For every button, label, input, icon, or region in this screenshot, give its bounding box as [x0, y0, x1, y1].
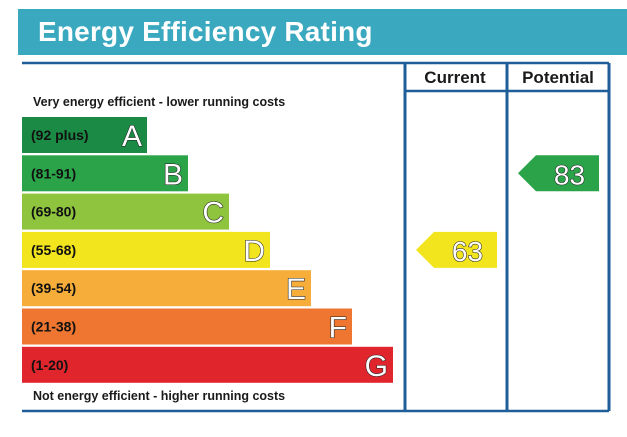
band-a: (92 plus) A: [22, 117, 147, 154]
band-bar: [22, 346, 393, 383]
band-range-label: (1-20): [31, 357, 68, 373]
band-bar: [22, 155, 188, 192]
chart-title: Energy Efficiency Rating: [38, 16, 373, 47]
band-bar: [22, 231, 270, 268]
top-caption: Very energy efficient - lower running co…: [33, 95, 285, 109]
band-bar: [22, 308, 352, 345]
band-letter: F: [329, 312, 347, 345]
band-letter: D: [243, 235, 265, 268]
band-letter: A: [122, 120, 142, 153]
band-letter: B: [163, 158, 183, 191]
potential-rating-value: 83: [554, 159, 585, 190]
band-f: (21-38) F: [22, 308, 352, 345]
band-range-label: (92 plus): [31, 127, 89, 143]
potential-rating: 83: [518, 155, 599, 192]
title-bar: Energy Efficiency Rating: [18, 9, 627, 55]
band-e: (39-54) E: [22, 270, 311, 307]
potential-rating-arrow: [518, 155, 599, 192]
rating-markers: 63 83: [416, 155, 599, 268]
column-header-potential: Potential: [522, 68, 594, 87]
band-range-label: (39-54): [31, 280, 76, 296]
band-range-label: (55-68): [31, 242, 76, 258]
chart-frame: [22, 61, 611, 413]
band-c: (69-80) C: [22, 193, 229, 230]
band-letter: C: [202, 197, 224, 230]
band-letter: E: [286, 273, 306, 306]
band-range-label: (21-38): [31, 319, 76, 335]
current-rating: 63: [416, 231, 497, 268]
band-bar: [22, 193, 229, 230]
band-b: (81-91) B: [22, 155, 188, 192]
bottom-caption: Not energy efficient - higher running co…: [33, 389, 285, 403]
band-range-label: (69-80): [31, 204, 76, 220]
column-header-current: Current: [424, 68, 486, 87]
current-rating-value: 63: [452, 236, 483, 267]
band-bar: [22, 270, 311, 307]
current-rating-arrow: [416, 231, 497, 268]
band-d: (55-68) D: [22, 231, 270, 268]
band-letter: G: [365, 350, 388, 383]
band-bar: [22, 117, 147, 153]
band-g: (1-20) G: [22, 346, 393, 383]
rating-bands: (92 plus) A(81-91) B(69-80) C(55-68) D(39-54…: [22, 117, 393, 383]
band-range-label: (81-91): [31, 165, 76, 181]
